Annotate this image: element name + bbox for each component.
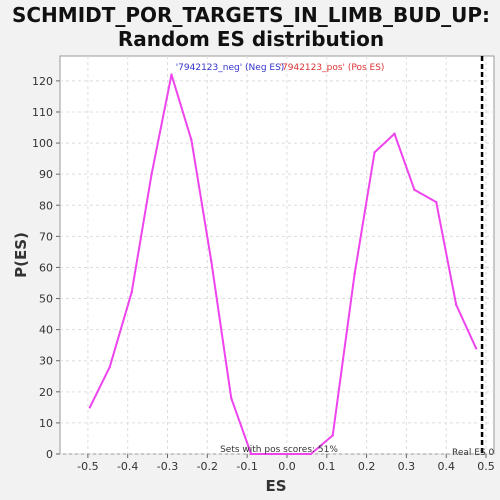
data-point: [130, 291, 133, 294]
x-tick-label: -0.2: [197, 460, 218, 473]
data-point: [88, 406, 92, 409]
x-axis-label: ES: [265, 477, 286, 495]
y-tick-label: 10: [39, 417, 53, 430]
chart-title-line1: SCHMIDT_POR_TARGETS_IN_LIMB_BUD_UP:: [12, 3, 490, 27]
x-tick-label: -0.4: [117, 460, 138, 473]
data-point: [269, 452, 273, 456]
series-lines: [88, 73, 478, 456]
data-point: [170, 73, 173, 76]
y-axis-label: P(ES): [12, 232, 30, 278]
x-tick-label: -0.3: [157, 460, 178, 473]
y-tick-label: 70: [39, 230, 53, 243]
pos-scores-annotation: Sets with pos scores: 51%: [220, 445, 338, 455]
y-tick-label: 100: [32, 137, 53, 150]
data-point: [353, 272, 356, 275]
y-tick-label: 40: [39, 324, 53, 337]
data-point: [230, 396, 233, 400]
y-tick-label: 0: [46, 448, 53, 461]
pos-es-annotation: '7942123_pos' (Pos ES): [280, 63, 385, 73]
neg-es-annotation: '7942123_neg' (Neg ES): [176, 63, 285, 73]
data-point: [454, 303, 458, 306]
data-point: [190, 138, 193, 142]
x-tick-label: 0.3: [398, 460, 416, 473]
x-tick-label: -0.1: [236, 460, 257, 473]
plot-area: [59, 55, 495, 455]
data-point: [289, 452, 293, 456]
data-point: [108, 365, 111, 369]
data-point: [331, 434, 334, 437]
y-tick-label: 120: [32, 75, 53, 88]
data-point: [249, 452, 253, 456]
y-tick-label: 110: [32, 106, 53, 119]
data-point: [150, 172, 153, 176]
x-tick-label: 0.1: [318, 460, 336, 473]
x-tick-label: 0.2: [358, 460, 376, 473]
grid: [60, 56, 494, 455]
data-point: [373, 151, 376, 154]
y-tick-label: 30: [39, 355, 53, 368]
series-line-0: [88, 73, 477, 455]
data-point: [393, 132, 396, 135]
data-point: [210, 260, 213, 263]
data-point: [435, 200, 438, 204]
real-es-label: Real ES 0: [452, 448, 495, 458]
data-point: [413, 188, 416, 191]
y-tick-label: 90: [39, 168, 53, 181]
data-point: [474, 347, 478, 350]
y-tick-label: 60: [39, 261, 53, 274]
data-point: [309, 452, 313, 456]
chart-title-line2: Random ES distribution: [118, 27, 384, 51]
y-tick-label: 20: [39, 386, 53, 399]
x-tick-label: 0.4: [437, 460, 455, 473]
x-tick-label: -0.5: [77, 460, 98, 473]
x-tick-label: 0.0: [278, 460, 296, 473]
y-tick-label: 50: [39, 293, 53, 306]
y-tick-label: 80: [39, 199, 53, 212]
x-tick-label: 0.5: [477, 460, 495, 473]
axis-ticks: -0.5 -0.4 -0.3 -0.2 -0.1 0.0 0.1 0.2 0.3 0.4 0.5 0 1…: [32, 75, 495, 473]
